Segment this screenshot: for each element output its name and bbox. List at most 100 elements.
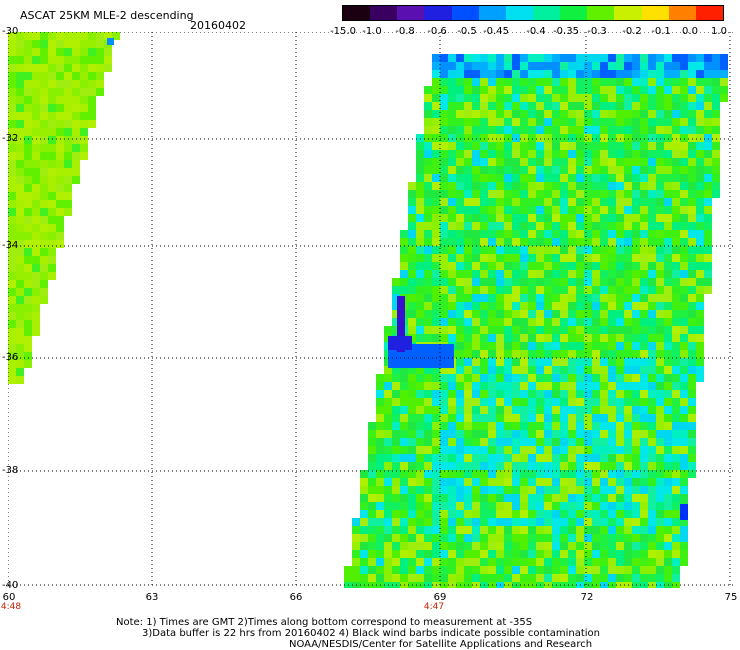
swath-cell — [600, 510, 608, 518]
swath-cell — [400, 558, 408, 566]
swath-cell — [504, 414, 512, 422]
swath-cell — [680, 558, 688, 566]
swath-cell — [32, 40, 40, 48]
swath-cell — [688, 470, 696, 478]
swath-cell — [8, 32, 16, 40]
swath-cell — [512, 254, 520, 262]
swath-cell — [648, 534, 656, 542]
swath-cell — [488, 494, 496, 502]
swath-cell — [384, 518, 392, 526]
swath-cell — [568, 438, 576, 446]
swath-cell — [680, 406, 688, 414]
swath-cell — [32, 192, 40, 200]
swath-cell — [624, 350, 632, 358]
swath-cell — [616, 62, 624, 70]
swath-cell — [656, 94, 664, 102]
swath-cell — [616, 238, 624, 246]
swath-cell — [456, 430, 464, 438]
swath-cell — [664, 422, 672, 430]
swath-cell — [672, 382, 680, 390]
swath-cell — [592, 414, 600, 422]
swath-cell — [528, 374, 536, 382]
swath-cell — [64, 128, 72, 136]
swath-cell — [552, 550, 560, 558]
swath-cell — [32, 216, 40, 224]
swath-cell — [512, 454, 520, 462]
swath-cell — [544, 526, 552, 534]
swath-cell — [536, 102, 544, 110]
swath-cell — [528, 462, 536, 470]
swath-cell — [680, 542, 688, 550]
swath-cell — [688, 102, 696, 110]
swath-cell — [664, 70, 672, 78]
swath-cell — [576, 326, 584, 334]
swath-cell — [576, 158, 584, 166]
swath-cell — [512, 62, 520, 70]
swath-cell — [432, 318, 440, 326]
swath-cell — [592, 382, 600, 390]
swath-cell — [624, 294, 632, 302]
swath-cell — [584, 118, 592, 126]
swath-cell — [448, 534, 456, 542]
swath-cell — [568, 286, 576, 294]
swath-cell — [712, 190, 720, 198]
swath-cell — [624, 318, 632, 326]
swath-cell — [456, 278, 464, 286]
swath-cell — [648, 350, 656, 358]
swath-cell — [552, 206, 560, 214]
swath-cell — [384, 526, 392, 534]
swath-cell — [544, 190, 552, 198]
swath-cell — [632, 566, 640, 574]
swath-cell — [624, 70, 632, 78]
swath-cell — [624, 198, 632, 206]
swath-cell — [496, 286, 504, 294]
swath-cell — [536, 302, 544, 310]
swath-cell — [592, 478, 600, 486]
swath-cell — [624, 62, 632, 70]
swath-cell — [504, 278, 512, 286]
swath-cell — [464, 238, 472, 246]
swath-cell — [448, 550, 456, 558]
swath-cell — [552, 326, 560, 334]
swath-cell — [544, 462, 552, 470]
colorbar — [342, 5, 724, 21]
swath-cell — [544, 558, 552, 566]
swath-cell — [656, 310, 664, 318]
swath-cell — [32, 72, 40, 80]
swath-cell — [568, 550, 576, 558]
swath-cell — [488, 262, 496, 270]
swath-cell — [720, 70, 728, 78]
swath-cell — [624, 558, 632, 566]
swath-cell — [600, 294, 608, 302]
swath-cell — [616, 542, 624, 550]
swath-cell — [536, 206, 544, 214]
swath-cell — [504, 334, 512, 342]
swath-cell — [616, 510, 624, 518]
swath-cell — [544, 270, 552, 278]
swath-cell — [640, 398, 648, 406]
swath-cell — [480, 478, 488, 486]
swath-cell — [624, 54, 632, 62]
swath-cell — [528, 302, 536, 310]
swath-cell — [408, 326, 416, 334]
swath-cell — [480, 502, 488, 510]
swath-cell — [424, 438, 432, 446]
swath-cell — [464, 278, 472, 286]
swath-cell — [480, 238, 488, 246]
swath-cell — [584, 390, 592, 398]
swath-cell — [576, 238, 584, 246]
swath-cell — [520, 398, 528, 406]
swath-cell — [648, 230, 656, 238]
swath-cell — [512, 222, 520, 230]
swath-cell — [600, 518, 608, 526]
swath-cell — [560, 174, 568, 182]
swath-cell — [568, 310, 576, 318]
swath-cell — [88, 96, 96, 104]
swath-cell — [688, 350, 696, 358]
swath-cell — [584, 310, 592, 318]
swath-cell — [560, 118, 568, 126]
swath-cell — [576, 182, 584, 190]
swath-cell — [672, 246, 680, 254]
swath-cell — [520, 230, 528, 238]
swath-cell — [632, 342, 640, 350]
